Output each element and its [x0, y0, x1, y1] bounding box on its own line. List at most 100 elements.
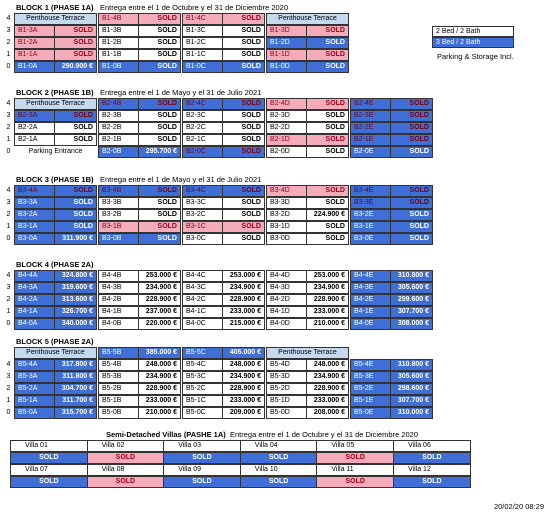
unit-status: 313.600 € [61, 296, 93, 303]
unit-cell: B5-0D 208.000 € [266, 407, 349, 419]
unit-status: SOLD [241, 124, 261, 131]
unit-code: B1-4B [99, 14, 139, 24]
floor-label: 3 [6, 112, 11, 119]
unit-code: B5-3A [15, 372, 55, 382]
villa-status-text: SOLD [345, 478, 365, 485]
block-subtitle: Entrega entre el 1 de Mayo y el 31 de Ju… [100, 175, 262, 184]
unit-code: B2-3D [267, 111, 307, 121]
unit-cell: B1-1A SOLD [14, 49, 97, 61]
unit-code: B4-3C [183, 283, 223, 293]
unit-code: B5-4D [267, 360, 307, 370]
unit-code: B4-1D [267, 307, 307, 317]
unit-cell: B3-4D SOLD [266, 185, 349, 197]
legend-item: 2 Bed / 2 Bath [432, 26, 514, 37]
unit-cell: B4-3E 305.600 € [350, 282, 433, 294]
unit-code: B4-3E [351, 283, 391, 293]
unit-cell: B4-2B 228.900 € [98, 294, 181, 306]
unit-cell: B5-0E 310.000 € [350, 407, 433, 419]
villa-status-text: SOLD [345, 454, 365, 461]
block-title: BLOCK 1 (PHASE 1A) [16, 3, 94, 12]
unit-status: SOLD [73, 124, 93, 131]
villa-status: SOLD [393, 476, 471, 488]
unit-status: 319.600 € [61, 284, 93, 291]
unit-code: B1-3C [183, 26, 223, 36]
floor-label: 1 [6, 397, 11, 404]
unit-cell: B1-0C SOLD [182, 61, 265, 73]
unit-status: SOLD [157, 124, 177, 131]
cell-label: Penthouse Terrace [26, 100, 85, 107]
unit-status: 208.000 € [313, 409, 345, 416]
unit-code: B2-3B [99, 111, 139, 121]
unit-code: B3-1D [267, 222, 307, 232]
villa-label: Villa 12 [408, 466, 431, 473]
cell-label: Parking Entrance [28, 148, 83, 155]
unit-cell: B4-4C 253.000 € [182, 270, 265, 282]
unit-code: B4-2B [99, 295, 139, 305]
unit-status: SOLD [73, 211, 93, 218]
unit-code: B5-4C [183, 360, 223, 370]
unit-code: B5-1C [183, 396, 223, 406]
villa-label: Villa 09 [178, 466, 202, 473]
unit-cell: B5-1E 307.700 € [350, 395, 433, 407]
unit-status: SOLD [241, 15, 261, 22]
unit-code: B4-0D [267, 319, 307, 329]
unit-status: SOLD [73, 187, 93, 194]
unit-status: 317.800 € [61, 361, 93, 368]
unit-code: B5-0E [351, 408, 391, 418]
block-subtitle: Entrega entre el 1 de Octubre y el 31 de… [100, 3, 289, 12]
unit-status: SOLD [325, 27, 345, 34]
villa-name: Villa 03 [163, 440, 241, 452]
block-title: BLOCK 2 (PHASE 1B) [16, 88, 94, 97]
unit-cell: B4-0B 220.000 € [98, 318, 181, 330]
unit-status: 290.900 € [61, 63, 93, 70]
unit-status: 310.800 € [397, 361, 429, 368]
unit-code: B5-2E [351, 384, 391, 394]
unit-cell: B5-5C 405.000 € [182, 347, 265, 359]
unit-status: 234.900 € [229, 373, 261, 380]
villa-status: SOLD [163, 452, 241, 464]
unit-cell: B5-2E 298.600 € [350, 383, 433, 395]
unit-cell: B4-1D 233.000 € [266, 306, 349, 318]
unit-cell: B1-0B SOLD [98, 61, 181, 73]
unit-status: SOLD [73, 39, 93, 46]
unit-code: B2-3E [351, 111, 391, 121]
unit-cell: Penthouse Terrace [14, 13, 97, 25]
unit-code: B3-2D [267, 210, 307, 220]
unit-code: B4-1E [351, 307, 391, 317]
unit-cell: B5-4A 317.800 € [14, 359, 97, 371]
unit-code: B4-1A [15, 307, 55, 317]
unit-status: 234.900 € [229, 284, 261, 291]
floor-label: 3 [6, 284, 11, 291]
villa-label: Villa 11 [331, 466, 354, 473]
unit-status: 307.700 € [397, 397, 429, 404]
unit-code: B5-3C [183, 372, 223, 382]
unit-code: B3-3A [15, 198, 55, 208]
unit-code: B4-0A [15, 319, 55, 329]
floor-label: 0 [6, 148, 11, 155]
unit-status: 385.000 € [145, 349, 177, 356]
unit-status: 228.900 € [229, 385, 261, 392]
unit-code: B2-4B [99, 99, 139, 109]
unit-code: B3-2A [15, 210, 55, 220]
unit-cell: B3-1C SOLD [182, 221, 265, 233]
unit-code: B4-1C [183, 307, 223, 317]
unit-code: B3-0B [99, 234, 139, 244]
unit-code: B4-0E [351, 319, 391, 329]
unit-code: B3-2C [183, 210, 223, 220]
unit-status: 248.000 € [145, 361, 177, 368]
unit-status: 305.600 € [397, 373, 429, 380]
unit-status: SOLD [157, 27, 177, 34]
unit-code: B5-2C [183, 384, 223, 394]
unit-status: SOLD [241, 39, 261, 46]
unit-cell: B4-2E 299.600 € [350, 294, 433, 306]
unit-status: 237.000 € [145, 308, 177, 315]
villa-name: Villa 06 [393, 440, 471, 452]
unit-cell: B3-2A SOLD [14, 209, 97, 221]
villa-label: Villa 03 [178, 442, 202, 449]
unit-code: B3-2B [99, 210, 139, 220]
unit-status: SOLD [241, 63, 261, 70]
unit-code: B2-4D [267, 99, 307, 109]
unit-status: 308.000 € [397, 320, 429, 327]
unit-status: SOLD [73, 51, 93, 58]
unit-code: B5-1A [15, 396, 55, 406]
